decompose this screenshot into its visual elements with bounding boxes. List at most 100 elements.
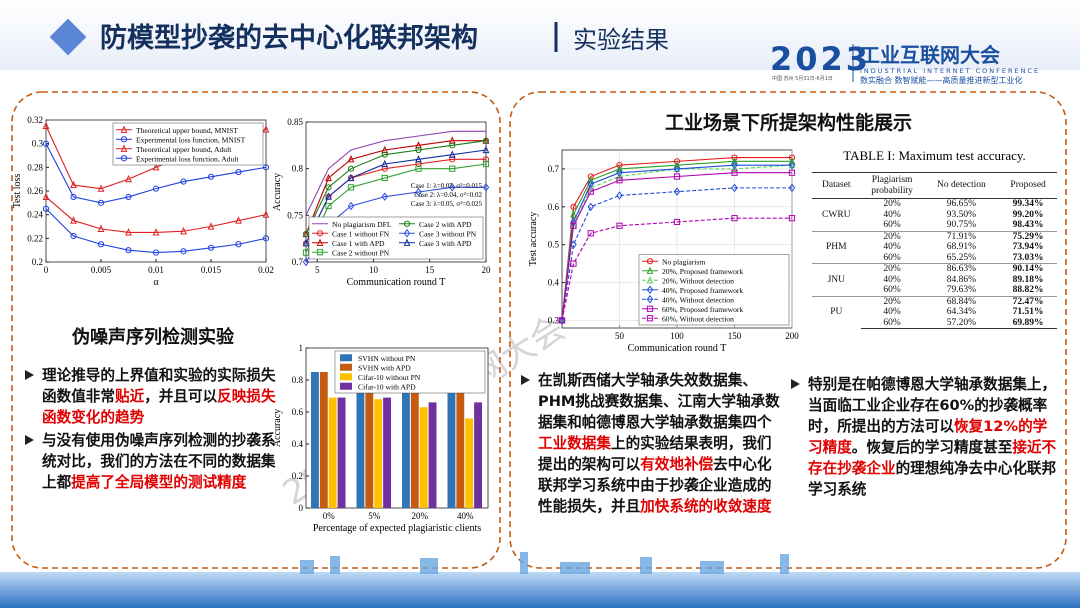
y-tick-label: 0.85 [287,117,303,127]
data-point [152,228,160,236]
legend-label: SVHN with APD [358,363,411,372]
data-point [673,158,681,165]
table-cell: 71.91% [923,230,1000,242]
left-panel-frame [11,91,501,569]
table-row: PU 20% 68.84% 72.47% [812,295,1057,329]
table-cell: 84.86% [946,274,977,285]
data-point [316,230,324,237]
header-band [0,0,1080,70]
table-header: Dataset [812,172,861,199]
data-point [180,178,187,185]
highlight-text: 提高了全局模型的测试精度 [71,474,247,491]
table-row: 60% 79.63% 88.82% [812,285,1057,296]
data-point [97,199,105,206]
legend-label: 60%, Without detection [662,314,734,323]
x-tick-label: 20 [482,265,492,275]
highlight-text: 接近不存在抄袭企业 [808,439,1057,477]
data-point [449,165,456,172]
data-point [235,216,242,224]
data-point [70,180,77,189]
legend-label: Cifar-10 with APD [358,382,416,391]
legend-label: 60%, Proposed framework [662,305,743,314]
y-tick-label: 0.5 [548,240,560,250]
data-point [482,183,490,192]
data-point [587,188,594,195]
y-tick-label: 0.8 [292,164,304,174]
data-point [125,193,132,201]
series-line [45,196,267,233]
y-axis-label: Accuracy [272,173,283,211]
x-tick-label: 50 [615,331,625,341]
data-point [347,184,355,191]
table-cell: 99.20% [1012,209,1044,220]
data-point [482,145,490,154]
data-point [316,249,324,256]
logo-year: 2023 [770,40,871,78]
logo-name-en: INDUSTRIAL INTERNET CONFERENCE [860,67,1040,75]
legend-swatch [340,354,352,362]
x-tick-label: 0.005 [91,265,112,275]
data-point [616,172,623,180]
chart: 0.3 0.4 0.5 0.6 0.7 50 100 150 200 Communication … [528,149,799,354]
data-point [347,173,355,182]
x-tick-label: 5 [315,265,320,275]
table-header: Proposed [999,172,1057,199]
bullet-item: 与没有使用伪噪声序列检测的抄袭系统对比，我们的方法在不同的数据集上都提高了全局模… [22,430,276,493]
series-line [305,163,487,253]
accuracy-table-block: TABLE I: Maximum test accuracy. Dataset Pl… [812,148,1057,329]
x-tick-label: 0.01 [148,265,164,275]
data-point [403,229,411,238]
data-point [415,165,422,172]
legend-label: Case 2 with APD [419,220,472,229]
series-line [561,164,792,321]
data-point [788,157,796,165]
table-header: Plagiarism probability [860,172,924,199]
data-point [152,163,160,171]
table-cell: 89.18% [1012,274,1044,285]
bullet-item: 特别是在帕德博恩大学轴承数据集上，当面临工业企业存在60%的抄袭概率时，所提出的… [788,374,1058,500]
data-point [731,215,738,222]
data-point [558,317,566,324]
table-cell: 79.63% [946,285,977,295]
table-cell: 40% [883,307,901,317]
bar [356,376,365,508]
data-point [325,192,332,200]
data-point [646,275,654,284]
data-point [125,174,132,183]
bar [465,418,474,508]
y-tick-label: 0.6 [292,407,304,417]
data-point [120,125,128,133]
table-cell: 40% [883,209,901,220]
y-tick-label: 0.24 [27,210,43,220]
data-point [587,202,594,212]
series-line [305,130,486,216]
bullet-text: 在凯斯西储大学轴承失效数据集、PHM挑战赛数据集、江南大学轴承数据集和帕德博恩大… [538,372,780,431]
data-point [616,222,623,229]
data-point [570,203,577,210]
data-point [415,141,422,149]
chart-annotation: Case 1: λ=0.05, σ²=0.015 [411,182,483,190]
data-point [262,210,270,218]
data-point [120,144,128,152]
table-cell: 90.14% [999,263,1057,275]
data-point [415,155,422,163]
data-point [403,238,411,246]
table-row: 60% 65.25% 73.03% [812,253,1057,264]
data-point [42,140,50,147]
y-tick-label: 0.4 [292,439,304,449]
series-line [305,140,486,235]
table-cell: 73.03% [1012,252,1044,263]
data-point [347,165,355,172]
data-point [325,184,332,191]
data-point [673,160,681,169]
bullet-text: 理论推导的上界值和实验的实际损失函数值非常 [42,367,276,405]
legend-label: Case 2 without PN [332,248,390,257]
x-axis-label: Percentage of expected plagiaristic clie… [313,523,481,534]
data-point [120,136,128,143]
table-cell: 69.89% [999,317,1057,329]
footer-skyline [0,572,1080,608]
table-row: PHM 20% 71.91% 75.29% [812,230,1057,264]
table-cell: 75.29% [999,230,1057,242]
data-point [731,169,738,176]
